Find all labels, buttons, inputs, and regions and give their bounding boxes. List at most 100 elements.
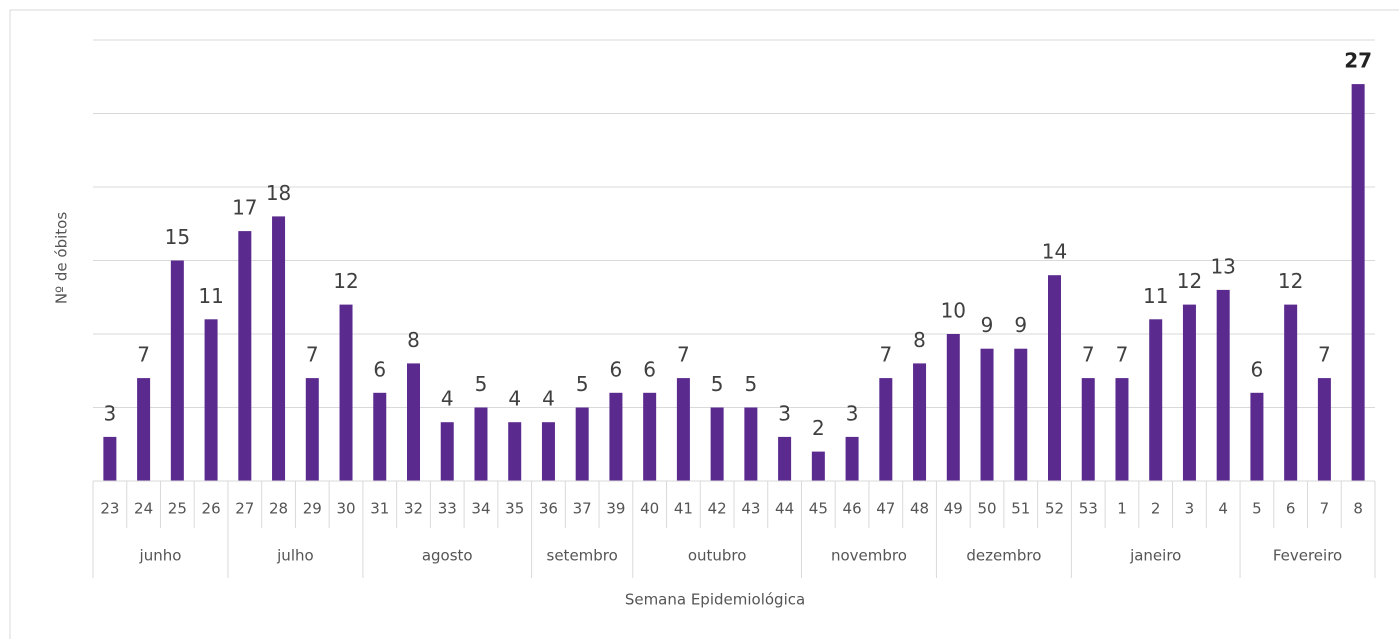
bar bbox=[137, 378, 151, 481]
value-label: 7 bbox=[677, 343, 690, 367]
x-tick-label: 24 bbox=[134, 500, 153, 518]
value-label: 5 bbox=[711, 372, 724, 396]
value-label: 2 bbox=[812, 416, 825, 440]
x-tick-label: 39 bbox=[606, 500, 625, 518]
bar bbox=[676, 378, 690, 481]
x-axis-title: Semana Epidemiológica bbox=[625, 591, 805, 609]
bar bbox=[238, 231, 252, 481]
value-label: 18 bbox=[266, 181, 291, 205]
group-label: dezembro bbox=[966, 547, 1041, 565]
x-tick-label: 2 bbox=[1151, 500, 1161, 518]
x-tick-label: 3 bbox=[1185, 500, 1195, 518]
bar bbox=[1317, 378, 1331, 481]
bar bbox=[1014, 348, 1028, 481]
x-tick-label: 7 bbox=[1320, 500, 1330, 518]
x-tick-label: 45 bbox=[809, 500, 828, 518]
value-label: 4 bbox=[508, 387, 521, 411]
value-label: 15 bbox=[165, 225, 190, 249]
group-label: novembro bbox=[831, 547, 907, 565]
x-tick-label: 52 bbox=[1045, 500, 1064, 518]
group-label: setembro bbox=[547, 547, 618, 565]
bar bbox=[980, 348, 994, 481]
bar bbox=[1351, 84, 1365, 481]
x-tick-label: 27 bbox=[235, 500, 254, 518]
bar bbox=[710, 407, 724, 481]
x-tick-label: 48 bbox=[910, 500, 929, 518]
value-label: 3 bbox=[778, 401, 791, 425]
bar bbox=[1182, 304, 1196, 481]
x-tick-label: 33 bbox=[438, 500, 457, 518]
x-tick-label: 47 bbox=[876, 500, 895, 518]
value-label: 6 bbox=[643, 357, 656, 381]
x-tick-label: 34 bbox=[471, 500, 490, 518]
bar bbox=[811, 451, 825, 481]
value-label: 8 bbox=[913, 328, 926, 352]
bar bbox=[440, 422, 454, 481]
value-label: 3 bbox=[104, 401, 117, 425]
bar bbox=[643, 392, 657, 481]
x-tick-label: 42 bbox=[708, 500, 727, 518]
x-tick-label: 4 bbox=[1218, 500, 1228, 518]
value-label: 6 bbox=[373, 357, 386, 381]
bar bbox=[1048, 275, 1061, 481]
bar bbox=[1216, 289, 1230, 481]
x-tick-label: 30 bbox=[336, 500, 355, 518]
x-tick-label: 44 bbox=[775, 500, 794, 518]
x-tick-label: 32 bbox=[404, 500, 423, 518]
bar bbox=[913, 363, 927, 481]
bar bbox=[1149, 319, 1163, 481]
value-label: 17 bbox=[232, 196, 257, 220]
value-label: 9 bbox=[1014, 313, 1027, 337]
bar bbox=[508, 422, 522, 481]
bar bbox=[170, 260, 184, 481]
value-label: 12 bbox=[1278, 269, 1303, 293]
value-label: 7 bbox=[306, 343, 319, 367]
value-label: 6 bbox=[1251, 357, 1264, 381]
bar bbox=[1081, 378, 1095, 481]
value-label: 6 bbox=[610, 357, 623, 381]
bar bbox=[575, 407, 589, 481]
bar bbox=[204, 319, 218, 481]
bar bbox=[103, 436, 117, 481]
value-label: 8 bbox=[407, 328, 420, 352]
y-axis-title: Nº de óbitos bbox=[53, 212, 71, 304]
bar bbox=[879, 378, 893, 481]
value-label: 7 bbox=[137, 343, 150, 367]
value-label: 13 bbox=[1210, 254, 1235, 278]
value-label: 4 bbox=[542, 387, 555, 411]
x-tick-label: 28 bbox=[269, 500, 288, 518]
bar bbox=[946, 334, 960, 481]
x-tick-label: 8 bbox=[1353, 500, 1363, 518]
x-tick-label: 40 bbox=[640, 500, 659, 518]
x-tick-label: 46 bbox=[843, 500, 862, 518]
x-tick-label: 6 bbox=[1286, 500, 1296, 518]
group-label: janeiro bbox=[1129, 547, 1181, 565]
bar bbox=[541, 422, 555, 481]
x-tick-label: 51 bbox=[1011, 500, 1030, 518]
x-tick-label: 1 bbox=[1117, 500, 1127, 518]
value-label: 7 bbox=[1318, 343, 1331, 367]
x-tick-label: 43 bbox=[741, 500, 760, 518]
x-tick-label: 35 bbox=[505, 500, 524, 518]
value-label: 5 bbox=[745, 372, 758, 396]
x-tick-label: 29 bbox=[303, 500, 322, 518]
x-tick-label: 31 bbox=[370, 500, 389, 518]
bar bbox=[339, 304, 353, 481]
bar bbox=[744, 407, 758, 481]
value-label: 10 bbox=[941, 299, 966, 323]
bar bbox=[407, 363, 420, 481]
bar bbox=[1250, 392, 1264, 481]
bar bbox=[373, 392, 387, 481]
value-label: 7 bbox=[879, 343, 892, 367]
value-label: 14 bbox=[1042, 240, 1067, 264]
group-label: outubro bbox=[688, 547, 747, 565]
value-label: 12 bbox=[333, 269, 358, 293]
x-tick-label: 26 bbox=[202, 500, 221, 518]
value-label: 12 bbox=[1177, 269, 1202, 293]
x-tick-label: 53 bbox=[1079, 500, 1098, 518]
value-label: 7 bbox=[1116, 343, 1129, 367]
x-tick-label: 25 bbox=[168, 500, 187, 518]
value-label: 7 bbox=[1082, 343, 1095, 367]
